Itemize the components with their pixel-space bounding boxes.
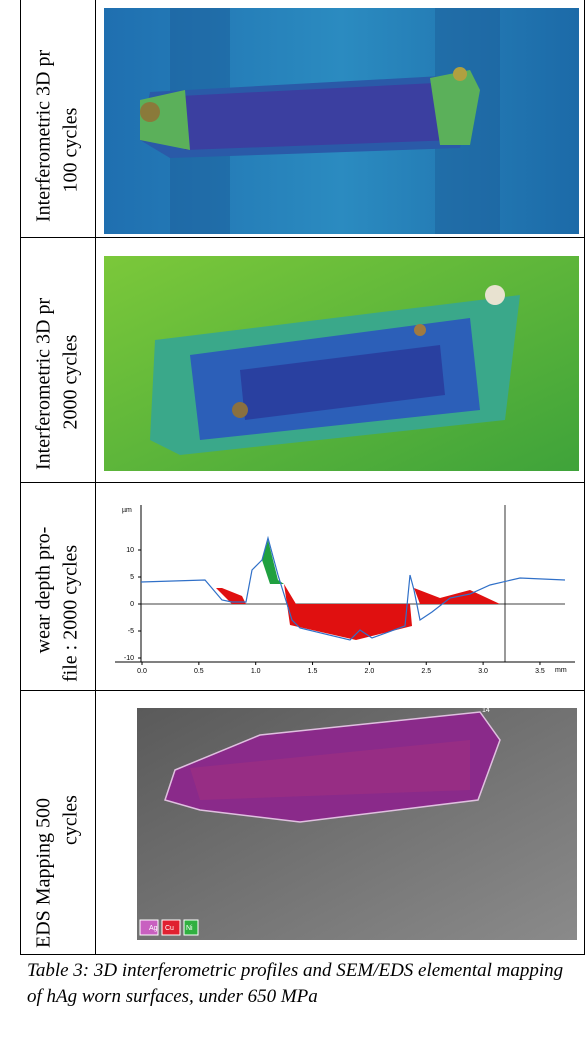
profile-fill xyxy=(262,540,284,584)
wear-depth-profile: 0.0 0.5 1.0 1.5 2.0 2.5 3.0 3.5 10 5 0 -5 -10 xyxy=(115,505,575,675)
eds-legend: Cu xyxy=(165,925,174,932)
table: 0.0 0.5 1.0 1.5 2.0 2.5 3.0 3.5 10 5 0 -5 -10 Ag Cu … xyxy=(20,0,585,955)
eds-legend: Ag xyxy=(149,925,158,932)
eds-image: Ag Cu Ni 14 1mm xyxy=(137,707,577,953)
x-tick-label: 3.5 xyxy=(535,668,545,675)
row-label: wear depth pro- xyxy=(33,527,55,654)
x-tick-label: 0.5 xyxy=(194,668,204,675)
row-label: Interferometric 3D pr xyxy=(33,50,55,222)
profile-fill xyxy=(284,584,412,640)
profile-line xyxy=(140,535,566,641)
x-unit: mm xyxy=(555,667,567,674)
y-tick-label: 0 xyxy=(130,601,134,608)
interferometric-image-2000 xyxy=(104,256,579,471)
row-label: cycles xyxy=(60,795,82,845)
profile-fill xyxy=(216,588,246,604)
eds-marker: 14 xyxy=(482,707,490,714)
caption: Table 3: 3D interferometric profiles and… xyxy=(27,960,564,1007)
x-tick-label: 2.5 xyxy=(421,668,431,675)
y-tick-label: 5 xyxy=(130,574,134,581)
eds-legend: Ni xyxy=(186,925,193,932)
scale-bar-label: 1mm xyxy=(212,946,228,953)
x-tick-label: 1.0 xyxy=(251,668,261,675)
row-label: file : 2000 cycles xyxy=(60,545,82,682)
x-tick-label: 3.0 xyxy=(478,668,488,675)
interferometric-image-100 xyxy=(104,8,579,234)
row-label: 100 cycles xyxy=(60,107,82,192)
y-tick-label: 10 xyxy=(126,547,134,554)
row-label: EDS Mapping 500 xyxy=(33,798,55,948)
y-tick-label: -5 xyxy=(128,628,134,635)
x-tick-label: 2.0 xyxy=(365,668,375,675)
x-tick-label: 1.5 xyxy=(308,668,318,675)
x-tick-label: 0.0 xyxy=(137,668,147,675)
y-tick-label: -10 xyxy=(124,655,134,662)
y-unit: µm xyxy=(122,507,132,514)
row-label: Interferometric 3D pr xyxy=(33,298,55,470)
row-label: 2000 cycles xyxy=(60,334,82,429)
